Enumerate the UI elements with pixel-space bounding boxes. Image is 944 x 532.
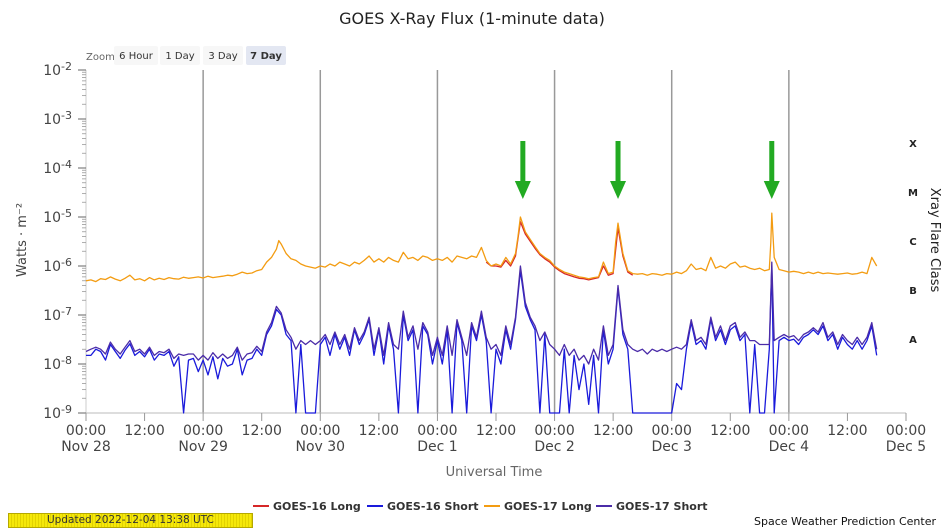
series-line-goes-17-long — [85, 212, 878, 283]
zoom-button-7-day[interactable]: 7 Day — [246, 46, 286, 65]
flare-class-label: X — [909, 139, 917, 150]
zoom-button-3-day[interactable]: 3 Day — [203, 46, 243, 65]
x-axis-label: Universal Time — [446, 465, 543, 480]
x-tick-date-label: Nov 29 — [178, 439, 228, 455]
plot-area: 10-210-310-410-510-610-710-810-900:00Nov… — [43, 60, 926, 455]
y-tick-base: 10 — [43, 161, 61, 177]
zoom-label: Zoom — [86, 52, 115, 63]
y-axis-label: Watts · m⁻² — [15, 203, 30, 277]
x-tick-time-label: 12:00 — [827, 423, 867, 439]
x-tick-time-label: 12:00 — [476, 423, 516, 439]
legend-label: GOES-17 Short — [616, 500, 708, 513]
y-tick-base: 10 — [43, 63, 61, 79]
flare-class-label: B — [909, 286, 917, 297]
zoom-button-6-hour[interactable]: 6 Hour — [114, 46, 158, 65]
flare-arrow-annotation — [610, 141, 627, 199]
zoom-button-bg — [114, 46, 158, 65]
legend-item[interactable]: GOES-16 Long — [253, 500, 361, 513]
y-tick-base: 10 — [43, 210, 61, 226]
chart-title: GOES X-Ray Flux (1-minute data) — [339, 9, 605, 28]
y-tick-label: 10-9 — [43, 403, 72, 422]
x-tick-time-label: 00:00 — [300, 423, 340, 439]
arrow-shaft — [615, 141, 621, 183]
x-tick-date-label: Dec 5 — [886, 439, 926, 455]
x-tick-time-label: 00:00 — [183, 423, 223, 439]
zoom-button-bg — [203, 46, 243, 65]
plot-background — [86, 70, 906, 413]
zoom-button-1-day[interactable]: 1 Day — [160, 46, 200, 65]
legend-label: GOES-17 Long — [504, 500, 592, 513]
y-tick-label: 10-3 — [43, 109, 72, 128]
flare-arrow-annotation — [763, 141, 780, 199]
y-tick-exponent: -3 — [61, 109, 72, 122]
flare-class-label: A — [909, 335, 917, 346]
y-tick-label: 10-6 — [43, 256, 72, 275]
y-tick-base: 10 — [43, 308, 61, 324]
zoom-button-label: 3 Day — [208, 51, 237, 62]
x-tick-date-label: Dec 4 — [769, 439, 810, 455]
series-line-goes-16-long — [485, 221, 634, 281]
arrow-shaft — [520, 141, 526, 183]
flare-class-label: C — [909, 237, 916, 248]
flare-arrow-annotation — [514, 141, 531, 199]
x-tick-time-label: 00:00 — [66, 423, 106, 439]
legend-label: GOES-16 Long — [273, 500, 361, 513]
arrow-head — [514, 181, 531, 199]
zoom-button-bg — [246, 46, 286, 65]
x-tick-time-label: 12:00 — [242, 423, 282, 439]
legend-item[interactable]: GOES-17 Long — [484, 500, 592, 513]
arrow-head — [763, 181, 780, 199]
zoom-button-bg — [160, 46, 200, 65]
legend: GOES-16 Long GOES-16 Short GOES-17 Long GOE… — [253, 500, 708, 513]
x-tick-date-label: Dec 3 — [651, 439, 691, 455]
y-tick-exponent: -5 — [61, 207, 72, 220]
y-tick-label: 10-7 — [43, 305, 72, 324]
y-tick-label: 10-5 — [43, 207, 72, 226]
zoom-button-label: 6 Hour — [119, 51, 154, 62]
flare-class-label: M — [908, 188, 918, 199]
y-tick-exponent: -9 — [61, 403, 72, 416]
y-tick-exponent: -7 — [61, 305, 72, 318]
x-tick-time-label: 00:00 — [886, 423, 926, 439]
zoom-selector: Zoom 6 Hour 1 Day 3 Day 7 Day — [86, 46, 286, 65]
y-tick-exponent: -8 — [61, 354, 72, 367]
y-tick-base: 10 — [43, 357, 61, 373]
x-tick-time-label: 12:00 — [124, 423, 164, 439]
y-tick-label: 10-8 — [43, 354, 72, 373]
x-tick-time-label: 00:00 — [534, 423, 574, 439]
flare-class-axis-label: Xray Flare Class — [927, 188, 942, 293]
y-tick-label: 10-2 — [43, 60, 72, 79]
x-tick-date-label: Nov 28 — [61, 439, 111, 455]
y-tick-exponent: -6 — [61, 256, 72, 269]
credit-text: Space Weather Prediction Center — [754, 515, 936, 528]
legend-item[interactable]: GOES-17 Short — [596, 500, 708, 513]
x-tick-time-label: 00:00 — [417, 423, 457, 439]
zoom-button-label: 1 Day — [165, 51, 194, 62]
y-tick-label: 10-4 — [43, 158, 72, 177]
legend-label: GOES-16 Short — [387, 500, 479, 513]
updated-timestamp: Updated 2022-12-04 13:38 UTC — [8, 513, 253, 528]
x-tick-date-label: Dec 1 — [417, 439, 457, 455]
arrow-head — [610, 181, 627, 199]
legend-item[interactable]: GOES-16 Short — [367, 500, 479, 513]
x-tick-date-label: Nov 30 — [295, 439, 345, 455]
x-tick-time-label: 12:00 — [710, 423, 750, 439]
zoom-button-label: 7 Day — [250, 51, 282, 62]
x-tick-time-label: 12:00 — [359, 423, 399, 439]
x-tick-time-label: 12:00 — [593, 423, 633, 439]
series-line-goes-17-short — [85, 261, 878, 365]
y-tick-exponent: -2 — [61, 60, 72, 73]
x-tick-time-label: 00:00 — [652, 423, 692, 439]
y-tick-base: 10 — [43, 112, 61, 128]
x-tick-date-label: Dec 2 — [534, 439, 574, 455]
y-tick-base: 10 — [43, 259, 61, 275]
arrow-shaft — [769, 141, 775, 183]
y-tick-base: 10 — [43, 406, 61, 422]
x-tick-time-label: 00:00 — [769, 423, 809, 439]
y-tick-exponent: -4 — [61, 158, 72, 171]
